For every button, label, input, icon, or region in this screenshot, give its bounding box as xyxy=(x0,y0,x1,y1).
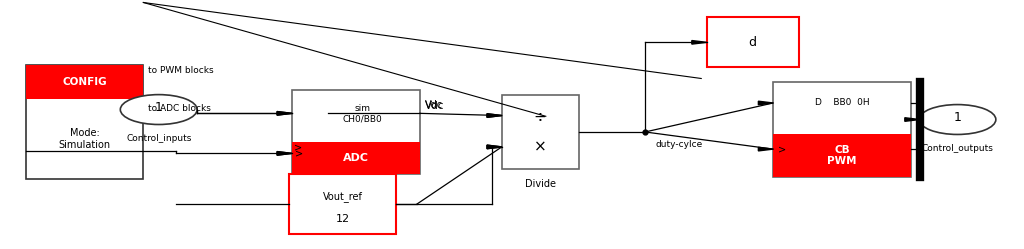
Text: Divide: Divide xyxy=(524,179,556,189)
FancyBboxPatch shape xyxy=(773,82,911,177)
Polygon shape xyxy=(278,152,292,155)
Text: to ADC blocks: to ADC blocks xyxy=(148,104,211,113)
Text: Control_inputs: Control_inputs xyxy=(126,134,191,143)
FancyBboxPatch shape xyxy=(26,65,143,99)
Text: 12: 12 xyxy=(336,214,349,224)
Polygon shape xyxy=(487,114,502,117)
Polygon shape xyxy=(759,147,773,151)
FancyBboxPatch shape xyxy=(707,17,799,67)
Text: D    BB0  0H: D BB0 0H xyxy=(815,99,869,108)
Polygon shape xyxy=(759,101,773,105)
Text: Vdc: Vdc xyxy=(425,100,443,110)
Text: d: d xyxy=(749,36,757,49)
Polygon shape xyxy=(278,112,292,115)
Text: 1: 1 xyxy=(155,101,163,114)
FancyBboxPatch shape xyxy=(292,90,420,174)
Polygon shape xyxy=(278,152,292,155)
Text: ADC: ADC xyxy=(343,153,369,163)
FancyBboxPatch shape xyxy=(292,142,420,174)
Text: Control_outputs: Control_outputs xyxy=(922,144,993,153)
Text: duty-cylce: duty-cylce xyxy=(655,140,702,149)
Text: ×: × xyxy=(534,139,547,154)
FancyBboxPatch shape xyxy=(773,134,911,177)
Polygon shape xyxy=(905,118,920,121)
Polygon shape xyxy=(487,145,502,149)
Text: Vdc: Vdc xyxy=(425,101,444,111)
Text: CONFIG: CONFIG xyxy=(62,77,106,87)
Text: >: > xyxy=(295,148,303,158)
FancyBboxPatch shape xyxy=(26,65,143,179)
Text: sim
CH0/BB0: sim CH0/BB0 xyxy=(342,104,382,123)
Text: >: > xyxy=(778,144,786,154)
Text: 1: 1 xyxy=(953,111,962,124)
FancyBboxPatch shape xyxy=(289,174,396,234)
Ellipse shape xyxy=(121,95,197,124)
Text: to PWM blocks: to PWM blocks xyxy=(148,66,214,75)
Text: CB
PWM: CB PWM xyxy=(827,145,857,166)
Polygon shape xyxy=(487,145,502,149)
Polygon shape xyxy=(278,112,292,115)
Text: Vout_ref: Vout_ref xyxy=(323,191,362,202)
Text: ÷: ÷ xyxy=(534,110,547,124)
Polygon shape xyxy=(692,41,707,44)
FancyBboxPatch shape xyxy=(502,95,579,169)
Polygon shape xyxy=(487,114,502,117)
Text: >: > xyxy=(294,142,302,152)
Text: Mode:
Simulation: Mode: Simulation xyxy=(58,128,111,150)
Ellipse shape xyxy=(920,105,995,134)
